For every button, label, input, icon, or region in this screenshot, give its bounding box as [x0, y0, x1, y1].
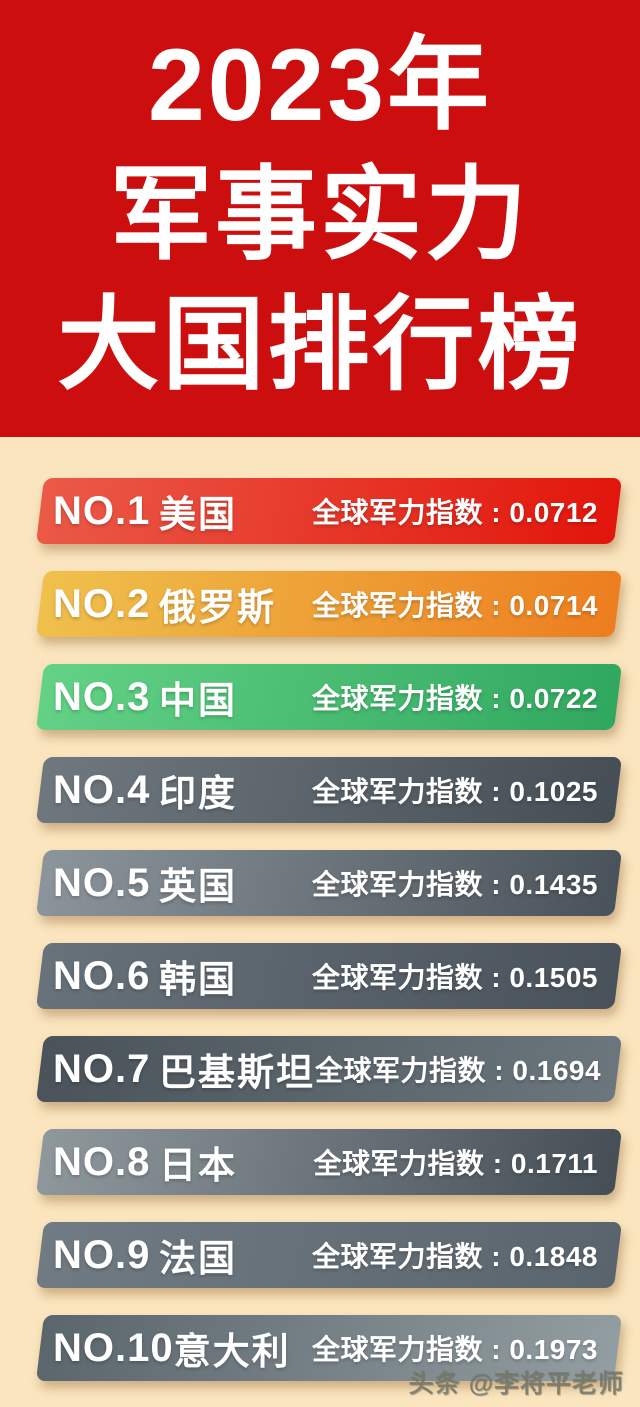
index-value: 0.0722 [509, 683, 598, 714]
country-name: 巴基斯坦 [159, 1052, 315, 1093]
index-label: 全球军力指数 [311, 1241, 483, 1272]
index-text: 全球军力指数 : 0.0722 [312, 677, 598, 717]
row-content: NO.8 日本 全球军力指数 : 0.1711 [40, 1129, 618, 1195]
index-text: 全球军力指数 : 0.1694 [315, 1049, 601, 1089]
rank-label: NO.4 [53, 767, 151, 812]
index-label: 全球军力指数 [311, 683, 483, 714]
index-value: 0.1505 [509, 962, 598, 993]
index-text: 全球军力指数 : 0.1848 [312, 1235, 598, 1275]
watermark: 头条 @李将平老师 [408, 1370, 624, 1398]
index-text: 全球军力指数 : 0.1505 [312, 956, 598, 996]
row-content: NO.4 印度 全球军力指数 : 0.1025 [40, 757, 618, 823]
country-name: 美国 [159, 494, 237, 535]
ranking-row-2: NO.2 俄罗斯 全球军力指数 : 0.0714 [35, 571, 623, 637]
index-label: 全球军力指数 [311, 1334, 483, 1365]
rank-label: NO.3 [53, 674, 151, 719]
country-name: 英国 [159, 866, 237, 907]
ranking-row-9: NO.9 法国 全球军力指数 : 0.1848 [35, 1222, 623, 1288]
index-value: 0.1973 [509, 1334, 598, 1365]
row-content: NO.10 意大利 全球军力指数 : 0.1973 [40, 1315, 618, 1381]
index-separator: : [482, 683, 510, 714]
index-label: 全球军力指数 [311, 869, 483, 900]
index-value: 0.1694 [512, 1055, 602, 1086]
country-name: 中国 [159, 680, 237, 721]
rank-label: NO.10 [53, 1325, 174, 1370]
index-separator: : [482, 1241, 510, 1272]
index-separator: : [484, 1148, 511, 1179]
country-name: 日本 [159, 1145, 237, 1186]
index-value: 0.1711 [510, 1148, 598, 1179]
country-name: 意大利 [173, 1331, 291, 1372]
ranking-list: NO.1 美国 全球军力指数 : 0.0712 NO.2 俄罗斯 全球军力指数 … [0, 437, 640, 1381]
index-label: 全球军力指数 [311, 497, 483, 528]
rank-label: NO.2 [53, 581, 151, 626]
rank-label: NO.8 [53, 1139, 151, 1184]
index-value: 0.1435 [509, 869, 598, 900]
ranking-row-10: NO.10 意大利 全球军力指数 : 0.1973 [35, 1315, 623, 1381]
ranking-row-5: NO.5 英国 全球军力指数 : 0.1435 [35, 850, 623, 916]
index-separator: : [482, 497, 510, 528]
row-content: NO.7 巴基斯坦 全球军力指数 : 0.1694 [40, 1036, 618, 1102]
title-line-subject: 军事实力 [110, 158, 530, 272]
rank-label: NO.1 [53, 488, 151, 533]
index-text: 全球军力指数 : 0.1435 [312, 863, 598, 903]
ranking-row-8: NO.8 日本 全球军力指数 : 0.1711 [35, 1129, 623, 1195]
rank-label: NO.6 [53, 953, 151, 998]
title-line-ranking: 大国排行榜 [57, 288, 583, 402]
title-line-year: 2023年 [148, 28, 492, 142]
ranking-row-3: NO.3 中国 全球军力指数 : 0.0722 [35, 664, 623, 730]
index-separator: : [486, 1055, 513, 1086]
ranking-row-4: NO.4 印度 全球军力指数 : 0.1025 [35, 757, 623, 823]
index-text: 全球军力指数 : 0.1973 [312, 1328, 598, 1368]
row-content: NO.2 俄罗斯 全球军力指数 : 0.0714 [40, 571, 618, 637]
index-separator: : [482, 962, 510, 993]
rank-label: NO.9 [53, 1232, 151, 1277]
index-label: 全球军力指数 [311, 962, 483, 993]
title-banner: 2023年 军事实力 大国排行榜 [0, 0, 640, 437]
index-value: 0.0714 [509, 590, 598, 621]
index-separator: : [482, 869, 510, 900]
index-separator: : [482, 590, 510, 621]
country-name: 法国 [159, 1238, 237, 1279]
index-label: 全球军力指数 [315, 1055, 487, 1086]
index-text: 全球军力指数 : 0.0714 [312, 584, 598, 624]
rank-label: NO.7 [53, 1046, 151, 1091]
index-separator: : [482, 1334, 510, 1365]
ranking-row-1: NO.1 美国 全球军力指数 : 0.0712 [35, 478, 623, 544]
ranking-row-6: NO.6 韩国 全球军力指数 : 0.1505 [35, 943, 623, 1009]
index-text: 全球军力指数 : 0.0712 [312, 491, 598, 531]
row-content: NO.5 英国 全球军力指数 : 0.1435 [40, 850, 618, 916]
index-value: 0.1848 [509, 1241, 598, 1272]
row-content: NO.1 美国 全球军力指数 : 0.0712 [40, 478, 618, 544]
ranking-row-7: NO.7 巴基斯坦 全球军力指数 : 0.1694 [35, 1036, 623, 1102]
country-name: 俄罗斯 [159, 587, 276, 628]
country-name: 韩国 [159, 959, 237, 1000]
index-label: 全球军力指数 [311, 590, 483, 621]
index-text: 全球军力指数 : 0.1025 [312, 770, 598, 810]
row-content: NO.6 韩国 全球军力指数 : 0.1505 [40, 943, 618, 1009]
index-separator: : [482, 776, 510, 807]
rank-label: NO.5 [53, 860, 151, 905]
row-content: NO.9 法国 全球军力指数 : 0.1848 [40, 1222, 618, 1288]
index-value: 0.0712 [509, 497, 598, 528]
row-content: NO.3 中国 全球军力指数 : 0.0722 [40, 664, 618, 730]
index-value: 0.1025 [509, 776, 598, 807]
index-text: 全球军力指数 : 0.1711 [313, 1142, 598, 1182]
index-label: 全球军力指数 [313, 1148, 485, 1179]
index-label: 全球军力指数 [311, 776, 483, 807]
country-name: 印度 [159, 773, 237, 814]
